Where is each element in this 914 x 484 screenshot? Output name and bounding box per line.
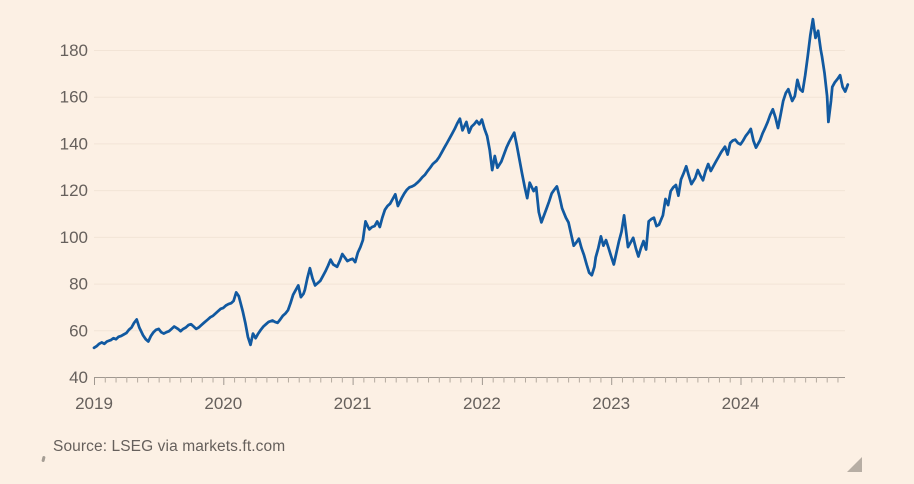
x-tick-label: 2019	[75, 394, 113, 413]
y-tick-label: 100	[60, 228, 88, 247]
x-tick-label: 2024	[722, 394, 760, 413]
x-axis-labels: 2019 2020 2021 2022 2023 2024	[75, 394, 759, 413]
x-tick-label: 2020	[204, 394, 242, 413]
y-tick-label: 40	[69, 368, 88, 387]
y-tick-label: 80	[69, 275, 88, 294]
resize-handle-icon[interactable]	[847, 457, 862, 472]
x-tick-label: 2021	[334, 394, 372, 413]
y-tick-label: 180	[60, 41, 88, 60]
y-tick-label: 140	[60, 134, 88, 153]
y-tick-label: 160	[60, 88, 88, 107]
y-tick-label: 120	[60, 181, 88, 200]
price-line-series	[92, 17, 850, 350]
y-axis-labels: 40 60 80 100 120 140 160 180	[60, 41, 88, 387]
source-note: Source: LSEG via markets.ft.com	[53, 438, 286, 455]
gridlines	[94, 50, 845, 378]
x-tick-label: 2022	[463, 394, 501, 413]
x-axis-ticks	[94, 377, 839, 385]
x-tick-label: 2023	[592, 394, 630, 413]
y-tick-label: 60	[69, 321, 88, 340]
